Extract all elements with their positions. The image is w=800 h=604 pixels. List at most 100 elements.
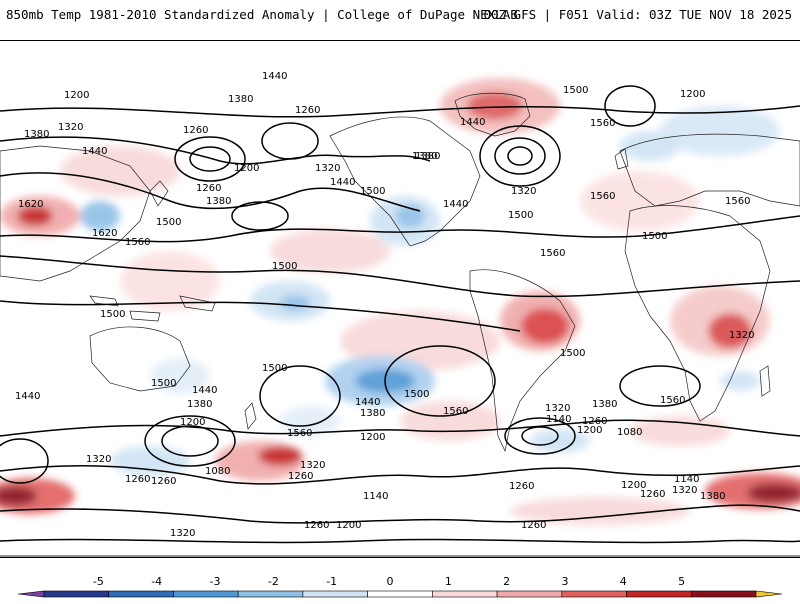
contour-label: 1320 <box>58 122 83 133</box>
contour-label: 1320 <box>300 460 325 471</box>
contour-label: 1560 <box>725 196 750 207</box>
contour-label: 1500 <box>272 261 297 272</box>
colorbar-tick-label: -2 <box>268 575 279 588</box>
contour-label: 1380 <box>228 94 253 105</box>
contour-label: 1560 <box>590 118 615 129</box>
contour-label: 1560 <box>443 406 468 417</box>
colorbar-max-triangle <box>755 590 783 598</box>
contour-label: 1380 <box>187 399 212 410</box>
colorbar-tick-label: 5 <box>678 575 685 588</box>
contour-label: 1500 <box>151 378 176 389</box>
colorbar-swatch <box>561 590 627 598</box>
anomaly-shading <box>0 78 800 525</box>
contour-label: 1440 <box>15 391 40 402</box>
colorbar-tick-label: 3 <box>561 575 568 588</box>
colorbar-swatches <box>17 590 783 598</box>
contour-label: 1200 <box>234 163 259 174</box>
contour-label: 1500 <box>262 363 287 374</box>
contour-label: 1260 <box>582 416 607 427</box>
contour-label: 1320 <box>315 163 340 174</box>
contour-label: 1440 <box>262 71 287 82</box>
colorbar-tick-label: -5 <box>93 575 104 588</box>
colorbar-tick-label: 0 <box>387 575 394 588</box>
contour-label: 1380 <box>360 408 385 419</box>
contour-label: 1560 <box>590 191 615 202</box>
contour-labels: 1440 1200 1380 1320 1260 1260 1380 1440 … <box>15 71 754 539</box>
contour-label: 1320 <box>170 528 195 539</box>
colorbar-swatch <box>43 590 110 598</box>
contour-label: 1500 <box>404 389 429 400</box>
contour-label: 1260 <box>640 489 665 500</box>
contour-label: 1500 <box>642 231 667 242</box>
height-contours <box>0 85 800 544</box>
contour-label: 1440 <box>460 117 485 128</box>
contour-label: 1200 <box>621 480 646 491</box>
contour-label: 1320 <box>86 454 111 465</box>
anomaly-map: 1440 1200 1380 1320 1260 1260 1380 1440 … <box>0 40 800 558</box>
contour-label: 1500 <box>360 186 385 197</box>
contour-label: 1440 <box>82 146 107 157</box>
colorbar-min-triangle <box>17 590 45 598</box>
contour-label: 1500 <box>508 210 533 221</box>
contour-label: 1260 <box>183 125 208 136</box>
contour-label: 1380 <box>412 151 437 162</box>
contour-label: 1320 <box>511 186 536 197</box>
contour-label: 1320 <box>729 330 754 341</box>
contour-label: 1200 <box>180 417 205 428</box>
contour-label: 1440 <box>192 385 217 396</box>
contour-label: 1440 <box>330 177 355 188</box>
contour-label: 1260 <box>125 474 150 485</box>
contour-label: 1560 <box>540 248 565 259</box>
contour-label: 1260 <box>288 471 313 482</box>
colorbar-tick-label: -1 <box>326 575 337 588</box>
contour-label: 1500 <box>156 217 181 228</box>
contour-label: 1080 <box>617 427 642 438</box>
colorbar-tick-labels: -5 -4 -3 -2 -1 0 1 2 3 4 5 <box>93 575 685 588</box>
colorbar-tick-label: 2 <box>503 575 510 588</box>
contour-label: 1440 <box>443 199 468 210</box>
colorbar-tick-label: 1 <box>445 575 452 588</box>
colorbar-swatch <box>690 590 757 598</box>
contour-label: 1380 <box>206 196 231 207</box>
contour-label: 1320 <box>672 485 697 496</box>
contour-label: 1620 <box>92 228 117 239</box>
contour-label: 1200 <box>360 432 385 443</box>
contour-label: 1140 <box>546 414 571 425</box>
colorbar-swatch <box>432 590 498 598</box>
contour-label: 1620 <box>18 199 43 210</box>
colorbar-tick-label: -3 <box>210 575 221 588</box>
contour-label: 1200 <box>680 89 705 100</box>
contour-label: 1500 <box>560 348 585 359</box>
contour-label: 1560 <box>125 237 150 248</box>
contour-label: 1380 <box>24 129 49 140</box>
colorbar-swatch <box>108 590 174 598</box>
contour-label: 1080 <box>205 466 230 477</box>
colorbar: -5 -4 -3 -2 -1 0 1 2 3 4 5 <box>0 566 800 600</box>
colorbar-swatch <box>496 590 563 598</box>
colorbar-swatch <box>173 590 239 598</box>
contour-label: 1140 <box>674 474 699 485</box>
contour-label: 1260 <box>304 520 329 531</box>
contour-label: 1260 <box>521 520 546 531</box>
colorbar-tick-label: 4 <box>620 575 627 588</box>
contour-label: 1500 <box>563 85 588 96</box>
contour-label: 1500 <box>100 309 125 320</box>
contour-label: 1320 <box>545 403 570 414</box>
model-run-info: 00Z GFS | F051 Valid: 03Z TUE NOV 18 202… <box>483 7 792 22</box>
contour-label: 1200 <box>336 520 361 531</box>
contour-label: 1560 <box>287 428 312 439</box>
colorbar-swatch <box>626 590 692 598</box>
colorbar-swatch <box>237 590 304 598</box>
contour-label: 1260 <box>295 105 320 116</box>
colorbar-tick-label: -4 <box>151 575 162 588</box>
colorbar-swatch <box>302 590 368 598</box>
contour-label: 1260 <box>509 481 534 492</box>
contour-label: 1380 <box>415 151 440 162</box>
contour-label: 1260 <box>151 476 176 487</box>
contour-label: 1380 <box>700 491 725 502</box>
contour-label: 1560 <box>660 395 685 406</box>
colorbar-swatch <box>367 590 433 598</box>
contour-label: 1260 <box>196 183 221 194</box>
contour-label: 1200 <box>577 425 602 436</box>
contour-label: 1140 <box>363 491 388 502</box>
